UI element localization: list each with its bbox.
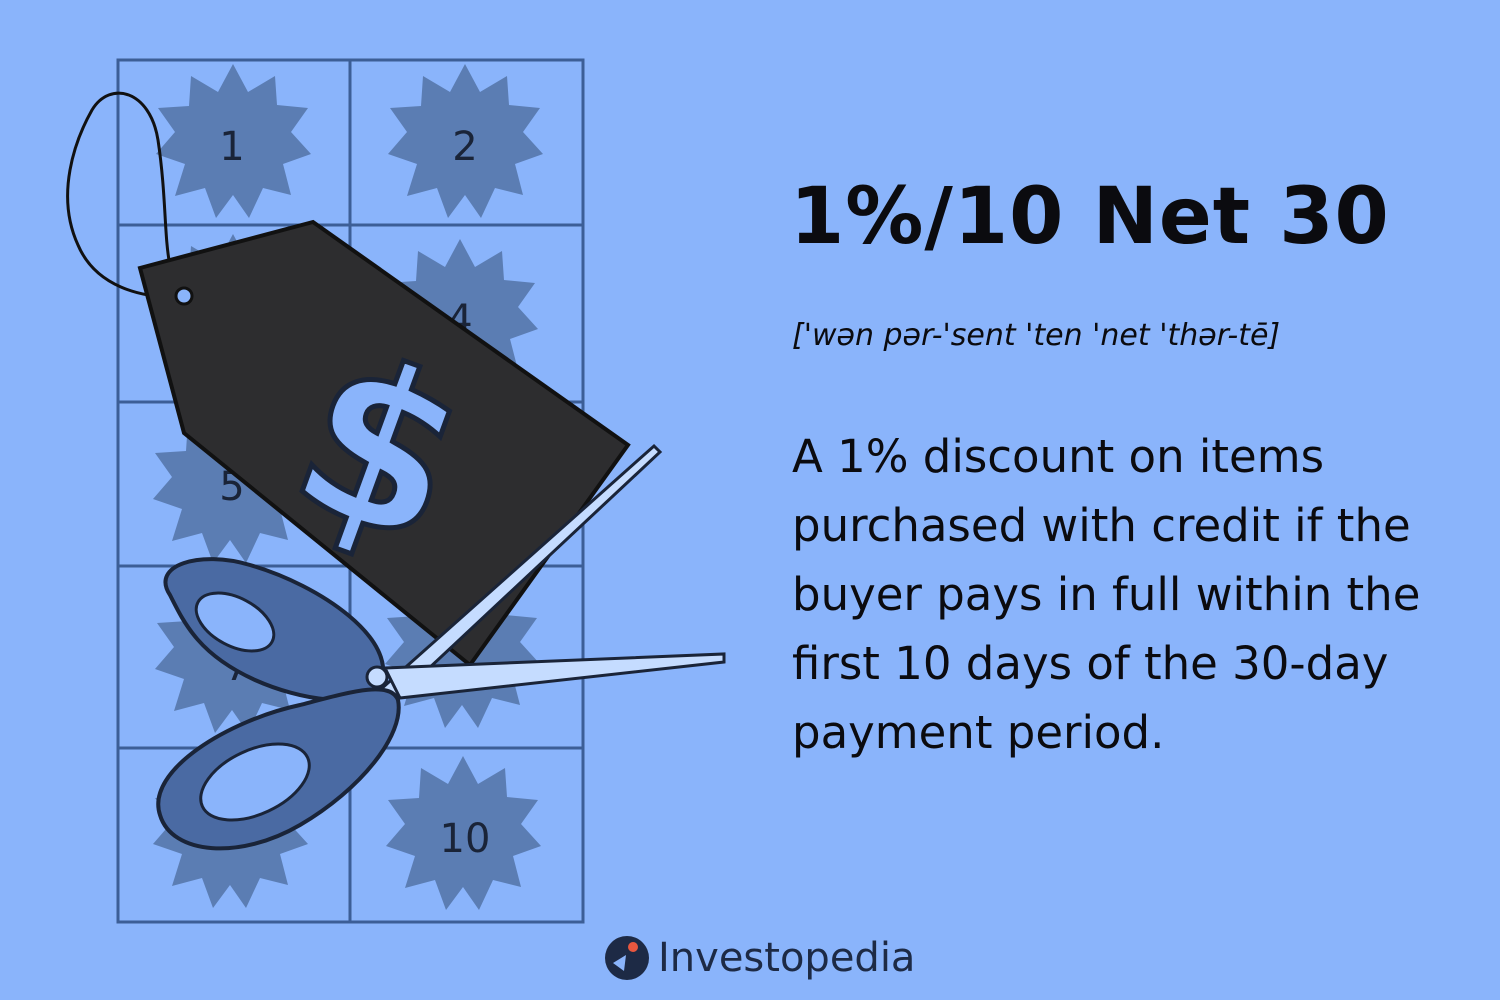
day-number-10: 10 xyxy=(440,816,491,862)
pronunciation: ['wən pər-'sent 'ten 'net 'thər-tē] xyxy=(792,318,1281,353)
price-tag-icon: $ xyxy=(137,219,631,668)
investopedia-logo-icon xyxy=(605,936,649,980)
day-number-1: 1 xyxy=(219,124,244,170)
definition-text: A 1% discount on items purchased with cr… xyxy=(792,430,1421,759)
page-title: 1%/10 Net 30 xyxy=(790,172,1390,262)
day-number-2: 2 xyxy=(452,124,477,170)
tag-string xyxy=(66,91,186,299)
brand-logo: Investopedia xyxy=(604,930,915,986)
illustration: 1 2 4 5 7 9 10 $ xyxy=(66,58,726,924)
scissors-icon xyxy=(156,443,726,851)
brand-name: Investopedia xyxy=(658,935,916,981)
